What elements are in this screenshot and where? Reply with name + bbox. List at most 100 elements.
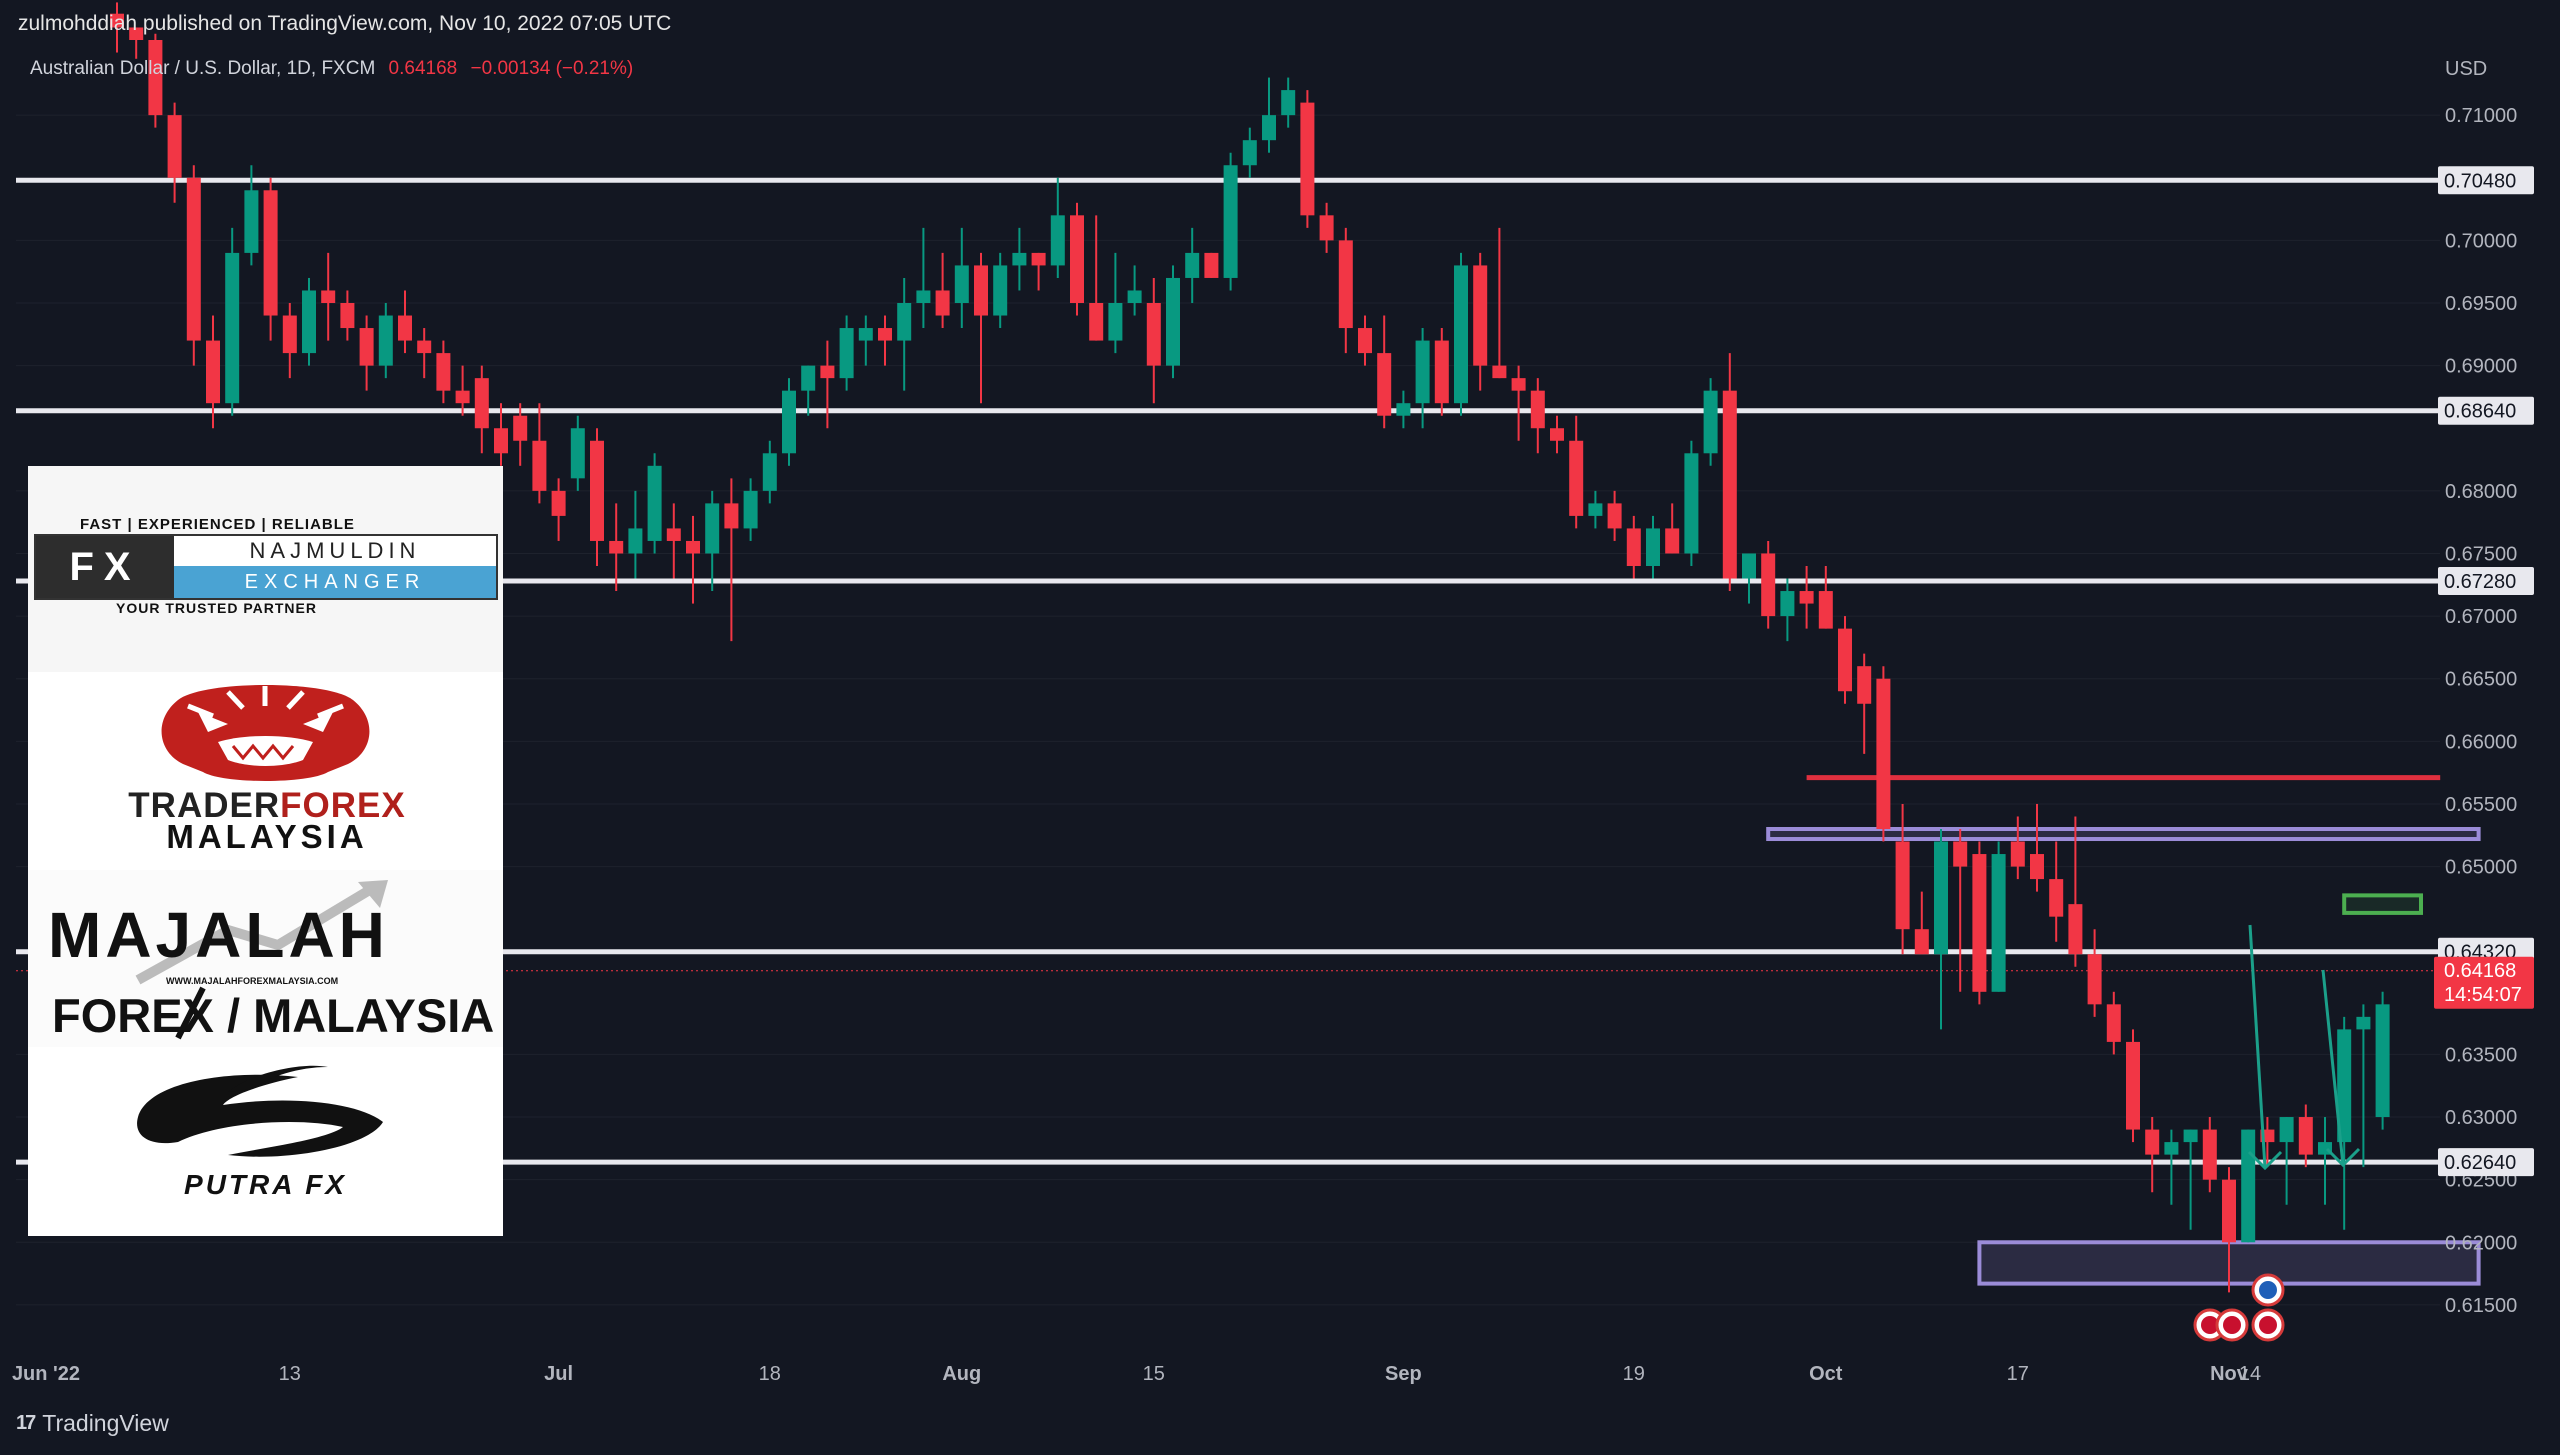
- time-tick-label: 17: [2007, 1363, 2029, 1385]
- candle-body: [1492, 365, 1507, 379]
- candle: [1242, 127, 1257, 178]
- candle-body: [820, 365, 835, 379]
- price-tick-label: 0.65000: [2445, 857, 2517, 879]
- candles: [110, 2, 2390, 1293]
- candle-body: [724, 503, 739, 529]
- projection-arrow-head: [2325, 1147, 2361, 1168]
- tradingview-label: TradingView: [42, 1410, 169, 1436]
- candle-body: [282, 315, 297, 354]
- candle: [282, 303, 297, 379]
- candle: [2030, 803, 2044, 892]
- logo-trader-forex: TRADERFOREX: [128, 786, 406, 825]
- candle-body: [1281, 90, 1296, 116]
- candle: [782, 378, 796, 466]
- candle: [206, 315, 220, 429]
- candle: [551, 478, 566, 541]
- symbol-legend[interactable]: Australian Dollar / U.S. Dollar, 1D, FXC…: [30, 58, 633, 80]
- candle-body: [1089, 303, 1104, 341]
- candle: [1742, 553, 1756, 604]
- candle: [1127, 265, 1142, 316]
- candle-body: [474, 378, 489, 429]
- candle-body: [897, 303, 912, 341]
- price-tick-label: 0.63000: [2445, 1107, 2517, 1129]
- flag-icon-fill: [2259, 1316, 2277, 1334]
- candle-body: [2337, 1029, 2352, 1143]
- candle-body: [2356, 1016, 2371, 1030]
- candle-body: [1242, 140, 1257, 166]
- candle-body: [1127, 290, 1142, 303]
- candle: [1857, 653, 1872, 754]
- candle-body: [532, 440, 547, 491]
- candle-body: [2183, 1129, 2198, 1143]
- candle: [129, 27, 144, 59]
- candle: [839, 315, 854, 391]
- level-price-tag: [2438, 1148, 2534, 1177]
- candle: [801, 365, 816, 416]
- logo-forex-malaysia: FOREX / MALAYSIA: [52, 989, 495, 1042]
- candle-body: [2049, 879, 2064, 917]
- entry-box: [2342, 893, 2423, 915]
- candle: [1338, 227, 1353, 354]
- candle: [1934, 829, 1948, 1030]
- candle-body: [1934, 841, 1948, 955]
- candle-body: [129, 27, 144, 40]
- candle-body: [1204, 252, 1219, 278]
- candle: [1012, 227, 1027, 291]
- candle: [590, 428, 604, 566]
- candle: [897, 277, 912, 391]
- candle-body: [1838, 628, 1852, 692]
- candle: [1415, 328, 1430, 429]
- candle: [148, 33, 163, 128]
- candle: [2145, 1117, 2160, 1193]
- level-price-tag: [2438, 166, 2534, 195]
- candle: [494, 403, 508, 466]
- candle: [1569, 415, 1584, 529]
- candle: [1722, 353, 1737, 592]
- candle-body: [1780, 591, 1795, 617]
- trader-forex-malaysia-logo: TRADERFOREX MALAYSIA: [28, 672, 503, 870]
- tradingview-logo-icon: 17: [16, 1412, 36, 1434]
- candle-body: [2106, 1004, 2121, 1042]
- candle-body: [1818, 591, 1833, 629]
- candle: [1761, 540, 1776, 629]
- candle: [2202, 1117, 2217, 1193]
- candle: [762, 440, 777, 504]
- candle: [1818, 566, 1833, 629]
- publish-info: zulmohddiah published on TradingView.com…: [18, 12, 672, 35]
- candle-body: [1895, 841, 1910, 930]
- logo-fx-sub: EXCHANGER: [174, 566, 496, 598]
- candle: [474, 365, 489, 454]
- tradingview-brand[interactable]: 17 TradingView: [16, 1410, 169, 1437]
- candle-body: [2126, 1041, 2140, 1130]
- candle-body: [686, 540, 700, 554]
- candle: [1799, 566, 1814, 629]
- candle-body: [1684, 453, 1699, 554]
- candle-body: [206, 340, 220, 404]
- price-tick-label: 0.62000: [2445, 1232, 2517, 1254]
- candle: [570, 415, 585, 491]
- candle: [1607, 490, 1622, 541]
- candle: [935, 252, 950, 329]
- candle-body: [1166, 277, 1180, 366]
- candle: [2222, 1167, 2236, 1293]
- price-tick-label: 0.69500: [2445, 293, 2517, 315]
- projection-arrows: [2247, 924, 2361, 1171]
- price-tick-label: 0.66500: [2445, 669, 2517, 691]
- candle: [743, 478, 758, 541]
- candle: [2375, 991, 2390, 1130]
- candle: [2337, 1016, 2352, 1230]
- candle: [359, 315, 374, 391]
- logo-tagline-top: FAST | EXPERIENCED | RELIABLE: [80, 516, 355, 533]
- candle-body: [1799, 591, 1814, 604]
- time-tick-label: 13: [279, 1363, 301, 1385]
- candle-body: [1050, 215, 1065, 266]
- candle: [1070, 202, 1084, 316]
- putra-fx-logo: PUTRA FX: [28, 1047, 503, 1236]
- candle: [1626, 515, 1641, 579]
- price-tick-label: 0.71000: [2445, 105, 2517, 127]
- candle-body: [666, 528, 681, 541]
- level-price-label: 0.68640: [2444, 401, 2516, 423]
- flag-icon-fill: [2201, 1316, 2219, 1334]
- candle-body: [225, 252, 240, 404]
- candle: [436, 340, 451, 404]
